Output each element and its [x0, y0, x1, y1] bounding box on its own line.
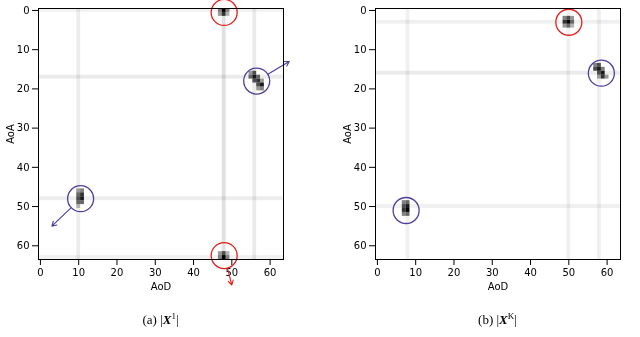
svg-text:0: 0 — [37, 267, 43, 278]
svg-text:10: 10 — [354, 44, 367, 55]
svg-text:60: 60 — [264, 267, 277, 278]
svg-text:40: 40 — [17, 162, 30, 173]
svg-text:AoD: AoD — [151, 281, 172, 292]
svg-text:60: 60 — [354, 240, 367, 251]
svg-text:60: 60 — [601, 267, 614, 278]
svg-text:40: 40 — [354, 162, 367, 173]
svg-text:20: 20 — [17, 83, 30, 94]
svg-text:20: 20 — [111, 267, 124, 278]
svg-text:50: 50 — [562, 267, 575, 278]
svg-text:50: 50 — [17, 201, 30, 212]
html-text:(b) | XK|: (b) | XK| — [478, 311, 517, 328]
svg-text:40: 40 — [524, 267, 537, 278]
svg-text:10: 10 — [17, 44, 30, 55]
svg-text:60: 60 — [17, 240, 30, 251]
svg-text:50: 50 — [354, 201, 367, 212]
svg-text:AoD: AoD — [488, 281, 509, 292]
svg-text:20: 20 — [354, 83, 367, 94]
svg-text:10: 10 — [409, 267, 422, 278]
svg-text:30: 30 — [354, 122, 367, 133]
svg-text:AoA: AoA — [342, 124, 353, 144]
svg-text:0: 0 — [23, 5, 29, 16]
svg-text:30: 30 — [149, 267, 162, 278]
svg-text:40: 40 — [187, 267, 200, 278]
html-text:(a) | X1|: (a) | X1| — [142, 311, 179, 328]
svg-text:0: 0 — [360, 5, 366, 16]
svg-text:50: 50 — [225, 266, 239, 278]
svg-text:0: 0 — [374, 267, 380, 278]
svg-text:30: 30 — [17, 122, 30, 133]
svg-text:AoA: AoA — [5, 124, 16, 144]
svg-text:10: 10 — [72, 267, 85, 278]
svg-text:20: 20 — [448, 267, 461, 278]
svg-text:30: 30 — [486, 267, 499, 278]
